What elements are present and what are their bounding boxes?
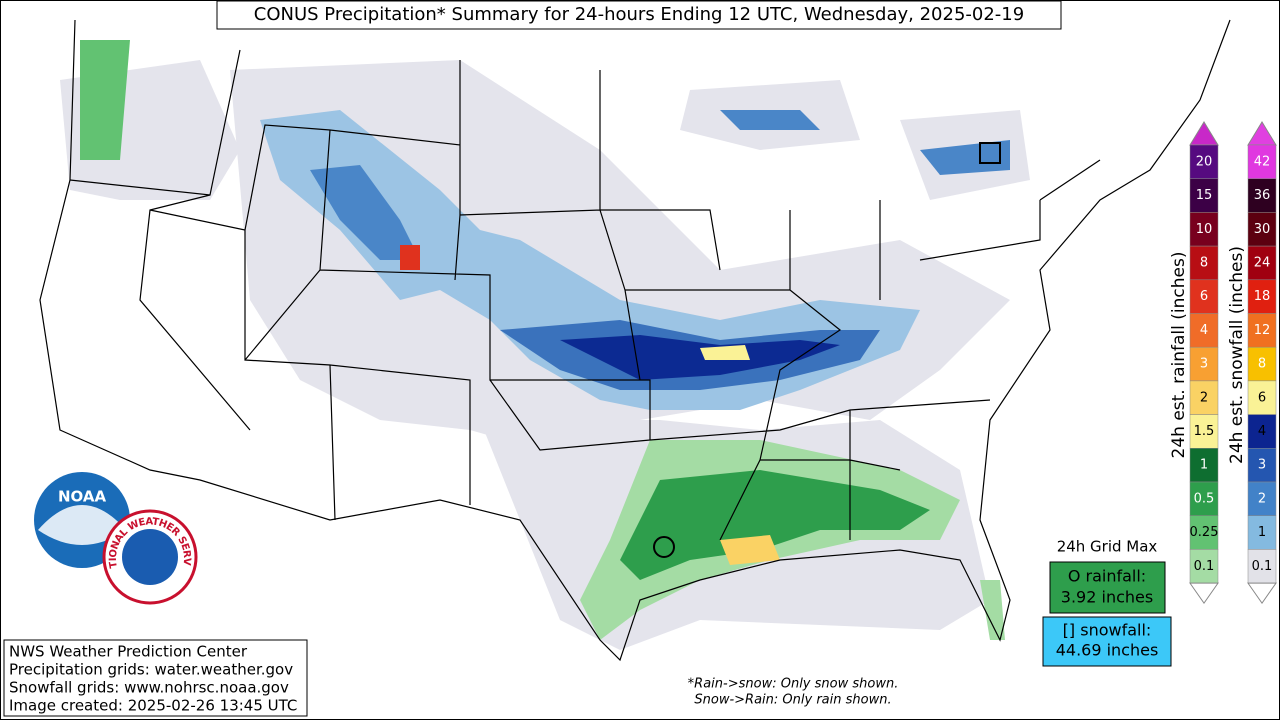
colorbar-swatch [1247,245,1277,281]
colorbar-swatch [1189,515,1219,550]
colorbar-label: 15 [1196,188,1213,203]
rainfall-max-label: O rainfall: [1068,567,1146,586]
colorbar-label: 2 [1258,491,1266,506]
colorbar-swatch [1189,313,1219,348]
rainfall-max-box [1049,561,1166,614]
colorbar-swatch [1247,144,1277,179]
colorbar-label: 4 [1200,323,1208,338]
colorbar-title: 24h est. rainfall (inches) [1169,252,1189,459]
precip-areas [60,40,1030,650]
note-line: Snow->Rain: Only rain shown. [694,693,891,708]
colorbar-label: 1.5 [1194,424,1215,439]
colorbar-swatch [1189,481,1219,516]
credit-line: NWS Weather Prediction Center [9,643,248,661]
colorbar-label: 0.1 [1194,559,1215,574]
title-box [216,0,1062,30]
title: CONUS Precipitation* Summary for 24-hour… [254,4,1024,25]
borders [39,19,1231,662]
colorbar-swatch [1247,549,1277,584]
colorbar-bottom [1189,582,1219,604]
credit-line: Image created: 2025-02-26 13:45 UTC [9,697,297,715]
credits-box [3,639,308,717]
colorbar-swatch [1247,178,1277,213]
colorbars: 20 15 10 8 6 4 3 2 1.5 1 0.5 0.25 0.1 24h est. rainfa… [1169,121,1277,604]
colorbar-swatch [1189,380,1219,415]
colorbar-label: 0.1 [1252,559,1273,574]
colorbar-swatch [1189,448,1219,483]
colorbar-label: 3 [1258,458,1266,473]
credit-line: Snowfall grids: www.nohrsc.noaa.gov [9,679,289,697]
noaa-logo-text: NOAA [58,488,107,506]
credit-line: Precipitation grids: water.weather.gov [9,661,293,679]
colorbar-swatch [1189,212,1219,247]
colorbar-label: 0.25 [1190,525,1219,540]
colorbar-bottom [1247,582,1277,604]
colorbar-label: 6 [1258,390,1266,405]
colorbar-label: 20 [1196,154,1213,169]
colorbar-label: 24 [1254,255,1271,270]
note-line: *Rain->snow: Only snow shown. [688,677,899,692]
colorbar-swatch [1247,313,1277,348]
colorbar-swatch [1189,549,1219,584]
colorbar-swatch [1189,346,1219,382]
colorbar-label: 12 [1254,323,1271,338]
notes: *Rain->snow: Only snow shown.Snow->Rain:… [688,677,899,708]
colorbar-label: 42 [1254,154,1271,169]
colorbar-label: 4 [1258,424,1266,439]
colorbar-label: 10 [1196,222,1213,237]
colorbar-swatch [1247,481,1277,516]
colorbar-label: 3 [1200,357,1208,372]
colorbar-label: 0.5 [1194,491,1215,506]
colorbar-swatch [1189,245,1219,281]
colorbar-label: 1 [1200,458,1208,473]
rainfall-max-value: 3.92 inches [1061,588,1153,607]
colorbar-title: 24h est. snowfall (inches) [1227,246,1247,464]
colorbar-swatch [1247,279,1277,314]
credits: NWS Weather Prediction CenterPrecipitati… [9,643,297,715]
snowfall-max-label: [] snowfall: [1063,621,1152,640]
colorbar-label: 30 [1254,222,1271,237]
colorbar-label: 8 [1200,255,1208,270]
colorbar-swatch [1247,380,1277,415]
colorbar-swatch [1189,178,1219,213]
snowfall-max-value: 44.69 inches [1056,641,1159,660]
colorbar-label: 8 [1258,357,1266,372]
colorbar-label: 1 [1258,525,1266,540]
colorbar-label: 18 [1254,289,1271,304]
colorbar-label: 36 [1254,188,1271,203]
snowfall-max-box [1042,616,1172,667]
grid-max-heading: 24h Grid Max [1057,538,1158,556]
colorbar-label: 6 [1200,289,1208,304]
colorbar-swatch [1247,346,1277,382]
colorbar-swatch [1247,414,1277,449]
colorbar-swatch [1189,144,1219,179]
colorbar-label: 2 [1200,390,1208,405]
